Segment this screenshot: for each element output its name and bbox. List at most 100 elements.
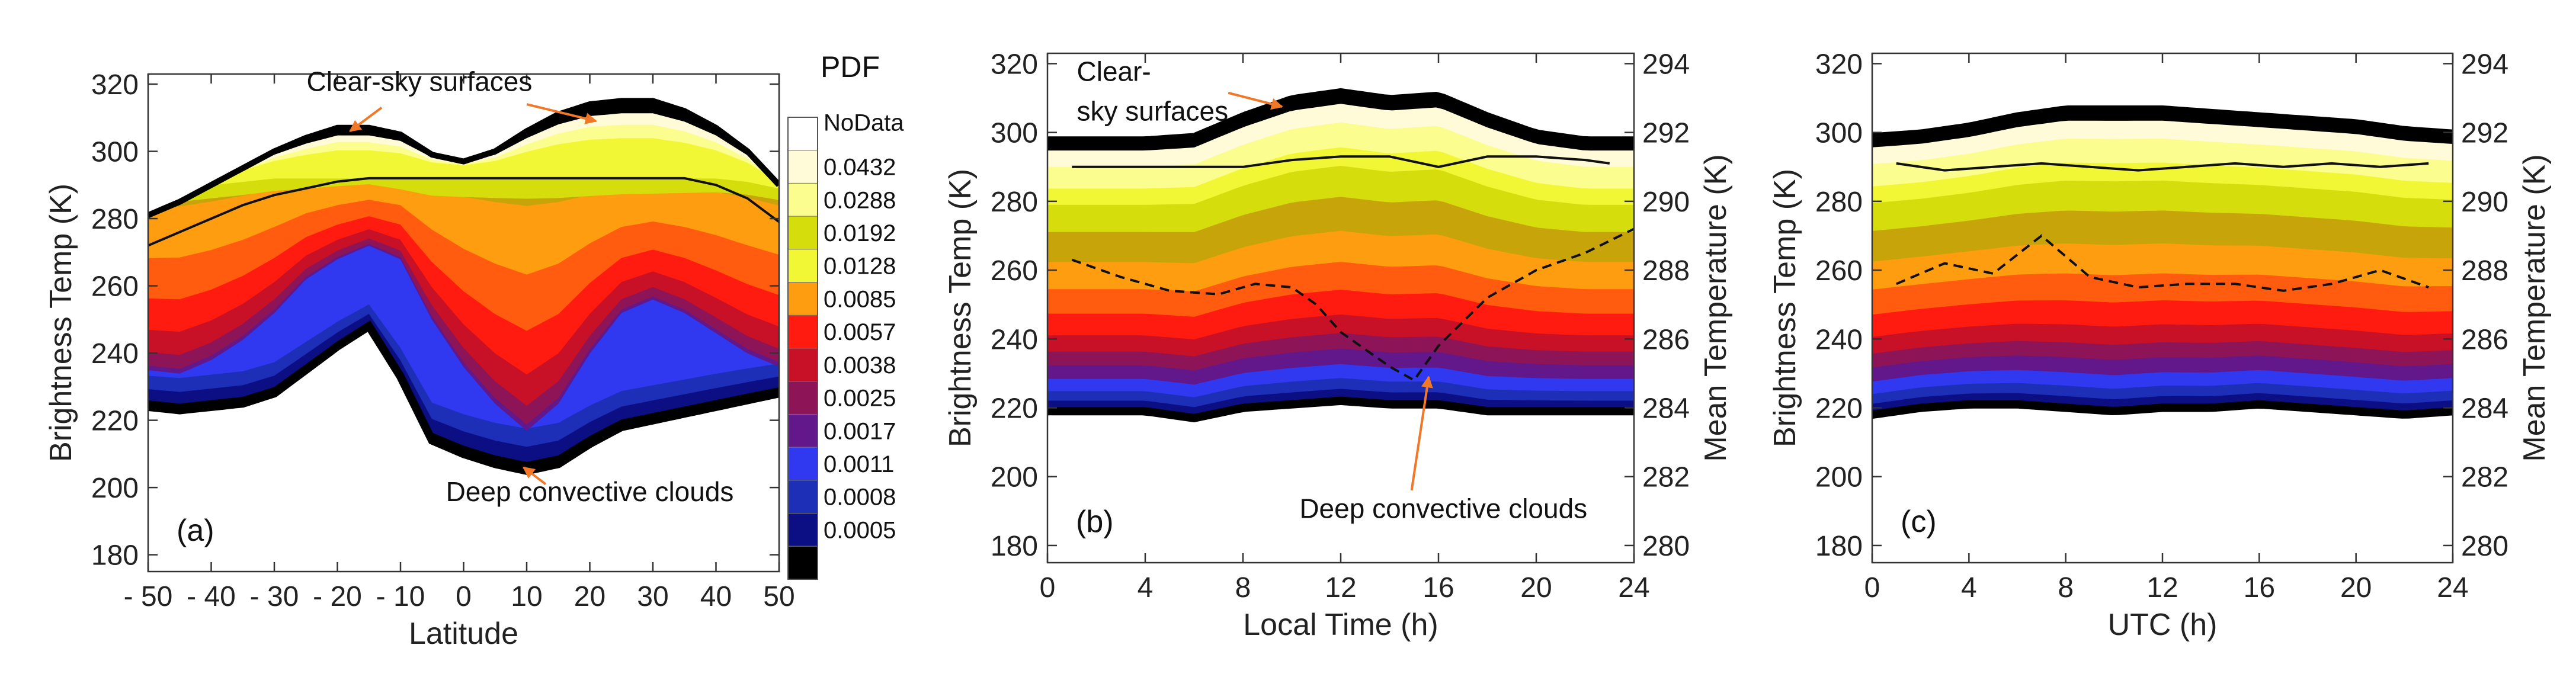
colorbar-tick-label: 0.0011 [824,451,894,477]
panel-c-y2-axis-label: Mean Temperature (K) [2517,154,2552,461]
colorbar-tick-label: 0.0128 [824,254,896,280]
panel-c-xtick-label: 0 [1864,572,1880,604]
panel-a-mean-line [148,177,779,247]
colorbar-swatch [787,216,818,250]
panel-a-xtick-label: 0 [456,581,472,612]
panel-b-ytick-label: 180 [991,531,1038,562]
panel-c-ytick-label: 220 [1815,393,1863,425]
panel-b-x-axis-label: Local Time (h) [1243,608,1438,642]
annotation-arrow-deep-convective-a [523,466,547,486]
panel-a-panel-label: (a) [177,514,214,548]
panel-b: 0 4 8 12 16 20 24 180 200 220 240 260 280 300 320 280 28… [943,49,1733,642]
annotation-arrow-clear-sky-a-2 [526,103,598,124]
panel-c-xtick-label: 8 [2058,572,2074,604]
colorbar-tick-label: 0.0288 [824,187,896,213]
panel-c-xtick-label: 16 [2244,572,2275,604]
panel-c-y2tick-label: 294 [2461,49,2508,80]
panel-b-y2tick-label: 294 [1642,49,1690,80]
annotation-clear-sky-b-line2: sky surfaces [1077,95,1229,126]
panel-c-xtick-label: 20 [2340,572,2372,604]
colorbar-swatch [787,117,818,151]
colorbar-swatch [787,315,818,349]
colorbar-tick-label: 0.0192 [824,220,896,246]
colorbar-tick-label: 0.0057 [824,319,896,345]
annotation-clear-sky-a: Clear-sky surfaces [307,66,533,97]
panel-a-xtick-label: - 40 [187,581,236,612]
panel-b-y2tick-label: 282 [1642,462,1690,493]
panel-b-y2-axis-label: Mean Temperature (K) [1699,154,1733,461]
colorbar-swatch [787,513,818,547]
colorbar: NoData 0.0432 0.0288 0.0192 0.0128 0.0085 0.00… [787,50,904,580]
panel-b-y-axis-label: Brightness Temp (K) [943,169,978,447]
panel-c-y2tick-label: 288 [2461,255,2508,287]
colorbar-swatch [787,249,818,283]
panel-c-ytick-label: 300 [1815,118,1863,149]
panel-c-ytick-label: 200 [1815,462,1863,493]
colorbar-swatch [787,182,818,217]
colorbar-tick-label: 0.0005 [824,517,896,543]
colorbar-tick-label: 0.0025 [824,386,896,412]
panel-a-xtick-label: 30 [637,581,668,612]
panel-a-xtick-label: - 50 [124,581,173,612]
panel-a-upper-rim [148,98,779,218]
panel-b-ytick-label: 260 [991,255,1038,287]
panel-b-field [1047,88,1634,422]
panel-c-y2tick-label: 292 [2461,118,2508,149]
panel-c-ytick-label: 240 [1815,324,1863,355]
panel-b-xtick-label: 24 [1618,572,1649,604]
annotation-arrow-clear-sky-b [1228,91,1283,110]
panel-b-ytick-label: 320 [991,49,1038,80]
panel-b-xtick-label: 12 [1325,572,1356,604]
panel-b-xtick-label: 16 [1422,572,1454,604]
colorbar-swatch [787,413,818,448]
colorbar-swatch [787,480,818,514]
annotation-deep-convective-b: Deep convective clouds [1299,493,1587,524]
panel-c-ytick-label: 280 [1815,187,1863,218]
annotation-arrow-clear-sky-a-1 [349,107,383,133]
panel-b-xtick-label: 8 [1235,572,1251,604]
panel-a-ytick-label: 320 [91,69,139,101]
panel-c-xtick-label: 4 [1961,572,1977,604]
panel-a-ytick-label: 300 [91,137,139,168]
panel-b-ytick-label: 220 [991,393,1038,425]
panel-a: - 50 - 40 - 30 - 20 - 10 0 10 20 30 40 50 180 200 220… [44,66,795,651]
panel-b-ytick-label: 280 [991,187,1038,218]
panel-b-y2tick-label: 292 [1642,118,1690,149]
colorbar-tick-label: NoData [824,110,904,136]
panel-a-ytick-label: 240 [91,338,139,370]
colorbar-tick-label: 0.0008 [824,485,896,511]
panel-b-ytick-label: 240 [991,324,1038,355]
panel-a-ytick-label: 200 [91,473,139,504]
panel-c-y2tick-label: 290 [2461,187,2508,218]
colorbar-swatch [787,150,818,184]
panel-a-ytick-label: 280 [91,204,139,235]
panel-b-y2tick-label: 288 [1642,255,1690,287]
panel-c-ytick-label: 260 [1815,255,1863,287]
colorbar-frame [787,117,818,580]
panel-b-y2tick-label: 286 [1642,324,1690,355]
panel-b-y2tick-label: 280 [1642,531,1690,562]
panel-b-xtick-label: 20 [1520,572,1552,604]
panel-c-y-axis-label: Brightness Temp (K) [1768,169,1802,447]
annotation-arrow-deep-convective-b [1410,376,1433,491]
panel-b-dashed-line [1071,227,1634,382]
panel-c-mean-line [1896,162,2429,172]
panel-c-field [1872,105,2453,419]
panel-c-x-axis-label: UTC (h) [2108,608,2218,642]
panel-a-ytick-label: 180 [91,540,139,572]
panel-b-ytick-label: 200 [991,462,1038,493]
panel-a-ytick-label: 260 [91,271,139,303]
panel-b-mean-line [1072,155,1610,168]
panel-c-y2tick-label: 286 [2461,324,2508,355]
panel-c-lower-rim [1872,400,2453,419]
panel-a-field [148,98,779,475]
annotation-deep-convective-a: Deep convective clouds [446,476,734,507]
panel-b-lower-rim [1047,396,1634,422]
panel-c-y2tick-label: 280 [2461,531,2508,562]
colorbar-tick-label: 0.0017 [824,418,896,444]
colorbar-swatch [787,381,818,415]
panel-a-lower-rim [148,320,779,475]
panel-c-panel-label: (c) [1901,505,1937,539]
panel-a-y-axis-label: Brightness Temp (K) [44,184,78,462]
